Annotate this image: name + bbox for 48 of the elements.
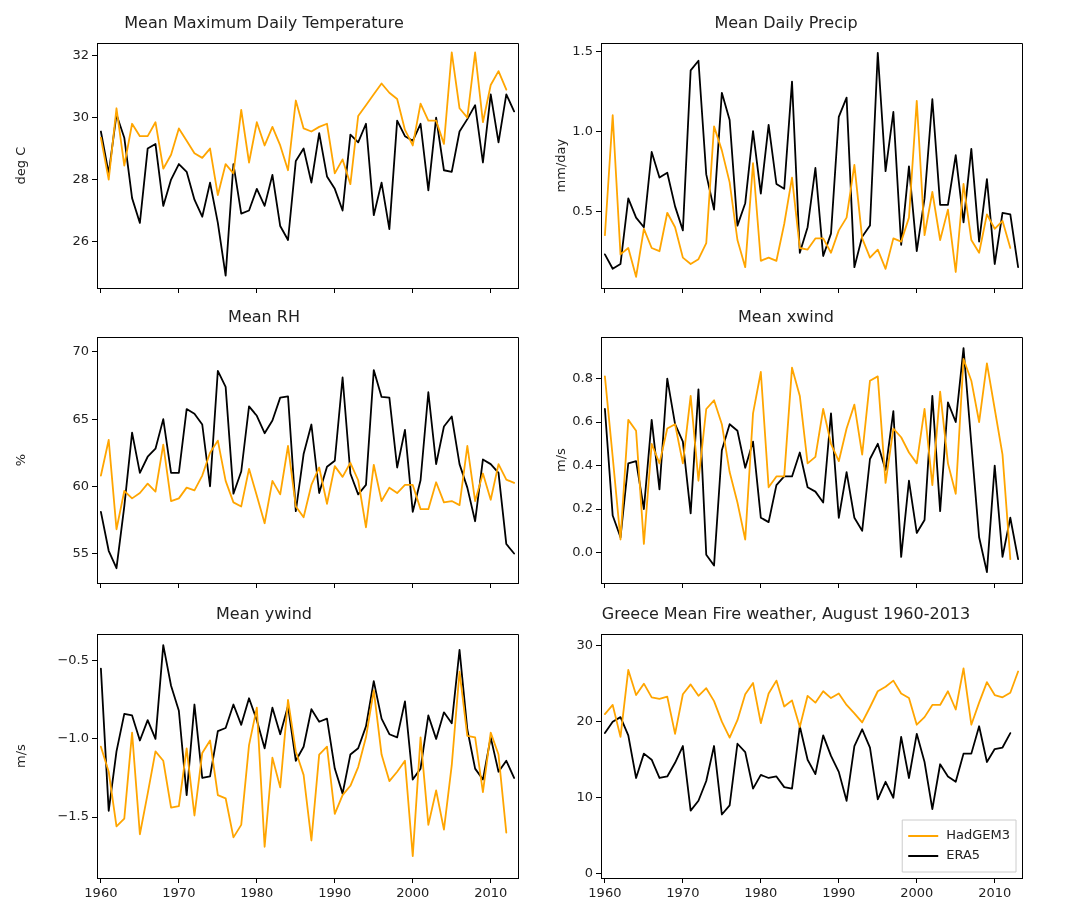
y-tick-label: −0.5 xyxy=(57,652,89,668)
y-tick-label: 32 xyxy=(72,46,89,62)
y-axis-title: % xyxy=(13,453,29,467)
y-tick-label: 1.5 xyxy=(572,42,593,58)
x-tick-label: 1990 xyxy=(822,885,856,901)
legend-label: ERA5 xyxy=(946,847,981,863)
y-tick-label: 30 xyxy=(72,108,89,124)
x-tick-label: 2000 xyxy=(396,885,430,901)
x-tick-label: 2000 xyxy=(900,885,934,901)
y-tick-label: 0.5 xyxy=(572,202,593,218)
y-tick-label: 0.2 xyxy=(572,500,593,516)
x-tick-label: 1970 xyxy=(162,885,196,901)
y-tick-label: 0.6 xyxy=(572,413,593,429)
chart-title: Mean xwind xyxy=(738,306,834,326)
y-axis-title: m/s xyxy=(553,447,569,473)
y-tick-label: 55 xyxy=(72,544,89,560)
y-tick-label: 28 xyxy=(72,170,89,186)
x-tick-label: 1970 xyxy=(666,885,700,901)
x-tick-label: 1990 xyxy=(318,885,352,901)
x-tick-label: 1960 xyxy=(588,885,622,901)
y-axis-title: deg C xyxy=(13,146,29,185)
chart-title: Mean Maximum Daily Temperature xyxy=(124,12,404,32)
y-tick-label: 0 xyxy=(584,865,593,881)
y-axis-title: mm/day xyxy=(553,138,569,193)
chart-title: Mean RH xyxy=(228,306,300,326)
x-tick-label: 1960 xyxy=(84,885,118,901)
y-tick-label: 10 xyxy=(576,789,593,805)
chart-title: Mean Daily Precip xyxy=(714,12,858,32)
y-tick-label: −1.5 xyxy=(57,808,89,824)
y-axis-title: m/s xyxy=(13,743,29,769)
y-tick-label: 26 xyxy=(72,232,89,248)
y-tick-label: 0.8 xyxy=(572,369,593,385)
x-tick-label: 1980 xyxy=(744,885,778,901)
x-tick-label: 2010 xyxy=(978,885,1012,901)
x-tick-label: 2010 xyxy=(474,885,508,901)
y-tick-label: 20 xyxy=(576,713,593,729)
y-tick-label: 0.4 xyxy=(572,456,593,472)
chart-title: Greece Mean Fire weather, August 1960-2013 xyxy=(601,603,971,623)
y-tick-label: 1.0 xyxy=(572,122,593,138)
y-tick-label: 30 xyxy=(576,636,593,652)
legend-label: HadGEM3 xyxy=(946,827,1011,843)
y-tick-label: 65 xyxy=(72,410,89,426)
y-tick-label: −1.0 xyxy=(57,730,89,746)
y-tick-label: 0.0 xyxy=(572,543,593,559)
y-tick-label: 70 xyxy=(72,343,89,359)
y-tick-label: 60 xyxy=(72,477,89,493)
x-tick-label: 1980 xyxy=(240,885,274,901)
chart-title: Mean ywind xyxy=(216,603,312,623)
